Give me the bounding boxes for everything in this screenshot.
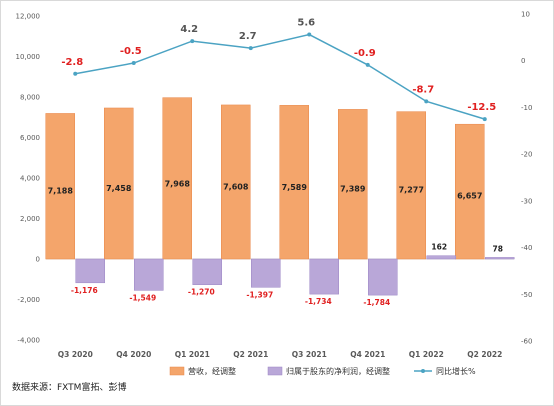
- net-profit-data-label: 78: [493, 244, 503, 253]
- net-profit-data-label: -1,397: [246, 290, 273, 299]
- net-profit-bar: [75, 258, 105, 284]
- revenue-bar: [221, 104, 251, 260]
- yoy-data-label: 4.2: [180, 24, 198, 35]
- revenue-bar: [45, 113, 75, 260]
- source-note: 数据来源：FXTM富拓、彭博: [12, 381, 126, 393]
- yoy-data-label: -0.5: [120, 46, 142, 57]
- revenue-data-label: 7,277: [399, 186, 424, 195]
- yoy-point: [307, 32, 312, 37]
- net-profit-bar: [426, 255, 456, 260]
- net-profit-data-label: -1,270: [188, 288, 215, 297]
- y-right-tick-label: 0: [521, 57, 525, 65]
- y-right-tick-label: -50: [521, 291, 532, 299]
- net-profit-data-label: -1,176: [71, 286, 98, 295]
- net-profit-bar: [309, 258, 339, 295]
- y-left-tick-label: 4,000: [20, 175, 40, 183]
- revenue-bar: [162, 97, 192, 260]
- yoy-data-label: -8.7: [412, 84, 434, 95]
- net-profit-data-label: -1,784: [363, 298, 390, 307]
- y-left-tick-label: 6,000: [20, 134, 40, 142]
- yoy-data-label: 2.7: [239, 31, 257, 42]
- x-tick-label: Q2 2022: [467, 350, 502, 359]
- legend-label-net-profit: 归属于股东的净利润，经调整: [286, 366, 390, 376]
- y-right-tick-label: -60: [521, 338, 532, 346]
- y-right-tick-label: -20: [521, 151, 532, 159]
- yoy-data-label: 5.6: [297, 18, 315, 29]
- y-right-tick-label: -10: [521, 104, 532, 112]
- y-left-tick-label: 10,000: [16, 53, 41, 61]
- y-left-tick-label: 12,000: [16, 13, 41, 21]
- revenue-bar: [104, 107, 134, 260]
- yoy-growth-line: [75, 33, 485, 120]
- revenue-bar: [455, 123, 485, 260]
- y-right-tick-label: -30: [521, 197, 532, 205]
- net-profit-data-label: 162: [431, 243, 447, 252]
- x-tick-label: Q3 2020: [58, 350, 93, 359]
- yoy-point: [190, 39, 195, 44]
- x-tick-label: Q2 2021: [233, 350, 268, 359]
- y-right-tick-label: -40: [521, 244, 532, 252]
- legend-swatch-net-profit: [267, 366, 283, 376]
- revenue-data-label: 6,657: [457, 191, 482, 200]
- revenue-data-label: 7,589: [282, 183, 308, 192]
- revenue-bar: [396, 111, 426, 260]
- yoy-point: [482, 117, 487, 122]
- revenue-data-label: 7,458: [106, 184, 132, 193]
- yoy-point: [365, 62, 370, 67]
- yoy-point: [73, 71, 78, 76]
- legend-swatch-revenue: [169, 366, 185, 376]
- revenue-bar: [279, 105, 309, 260]
- y-left-tick-label: 2,000: [20, 215, 40, 223]
- net-profit-data-label: -1,549: [129, 293, 156, 302]
- legend-label-revenue: 营收，经调整: [188, 366, 236, 376]
- yoy-point: [248, 46, 253, 51]
- legend-swatch-yoy-marker: [421, 369, 425, 373]
- x-tick-label: Q3 2021: [292, 350, 327, 359]
- x-tick-label: Q1 2021: [175, 350, 210, 359]
- x-tick-label: Q1 2022: [409, 350, 444, 359]
- y-left-tick-label: 8,000: [20, 94, 40, 102]
- y-left-tick-label: 0: [36, 256, 40, 264]
- legend-label-yoy: 同比增长%: [436, 366, 476, 376]
- y-right-tick-label: 10: [521, 11, 530, 19]
- yoy-point: [424, 99, 429, 104]
- revenue-data-label: 7,968: [165, 179, 191, 188]
- net-profit-bar: [485, 257, 515, 260]
- yoy-point: [131, 61, 136, 66]
- revenue-data-label: 7,188: [48, 186, 74, 195]
- net-profit-bar: [368, 258, 398, 296]
- x-tick-label: Q4 2021: [350, 350, 385, 359]
- revenue-data-label: 7,608: [223, 183, 249, 192]
- y-left-tick-label: -2,000: [17, 296, 40, 304]
- net-profit-data-label: -1,734: [305, 297, 332, 306]
- net-profit-bar: [192, 258, 222, 285]
- yoy-data-label: -12.5: [467, 102, 496, 113]
- y-left-tick-label: -4,000: [17, 337, 40, 345]
- x-tick-label: Q4 2020: [116, 350, 151, 359]
- net-profit-bar: [134, 258, 164, 291]
- revenue-bar: [338, 109, 368, 260]
- yoy-data-label: -0.9: [354, 48, 376, 59]
- net-profit-bar: [251, 258, 281, 288]
- yoy-data-label: -2.8: [61, 57, 83, 68]
- revenue-data-label: 7,389: [340, 185, 366, 194]
